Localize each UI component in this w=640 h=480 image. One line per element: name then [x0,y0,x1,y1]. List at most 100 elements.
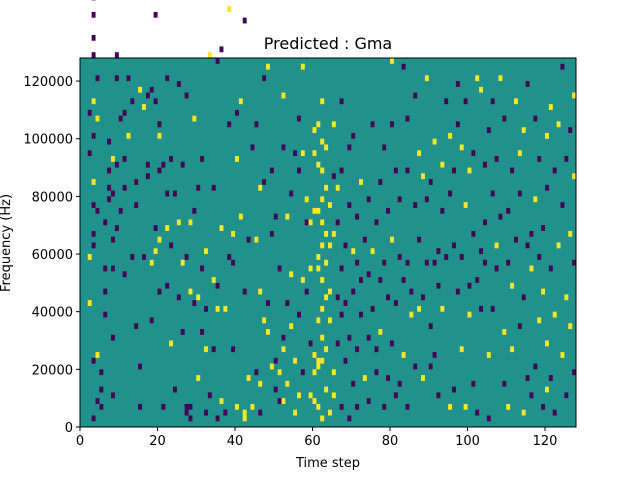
heatmap-cell [409,311,414,318]
heatmap-cell [417,236,422,243]
heatmap-cell [126,75,131,82]
heatmap-cell [355,213,360,220]
heatmap-cell [448,190,453,197]
heatmap-cell [165,75,170,82]
heatmap-cell [417,305,422,312]
heatmap-cell [188,219,193,226]
heatmap-cell [157,121,162,128]
heatmap-cell [91,11,96,18]
heatmap-cell [382,403,387,410]
heatmap-cell [397,254,402,260]
heatmap-cell [312,127,317,134]
heatmap-cell [91,52,96,59]
heatmap-cell [351,132,356,139]
heatmap-cell [87,254,92,260]
heatmap-cell [188,403,193,410]
heatmap-cell [289,271,294,278]
heatmap-cell [87,109,92,116]
heatmap-cell [537,317,542,324]
heatmap-cell [204,248,208,255]
heatmap-cell [99,403,104,410]
heatmap-cell [421,294,425,301]
heatmap-cell [521,409,526,416]
heatmap-cell [215,282,220,289]
heatmap-cell [320,415,325,422]
heatmap-cell [355,346,360,353]
heatmap-cell [548,265,553,272]
heatmap-cell [568,127,573,134]
heatmap-cell [173,190,177,197]
heatmap-cell [401,277,406,283]
heatmap-cell [231,346,236,353]
heatmap-cell [324,184,329,191]
heatmap-cell [114,75,119,82]
heatmap-cell [428,179,433,185]
heatmap-cell [545,184,549,191]
heatmap-cell [281,398,286,404]
heatmap-cell [103,265,108,272]
heatmap-cell [479,248,484,255]
heatmap-cell [390,340,394,347]
heatmap-cell [378,277,383,283]
heatmap-cell [521,294,526,301]
heatmap-cell [320,242,325,249]
heatmap-cell [138,403,143,410]
heatmap-cell [401,63,406,70]
heatmap-cell [405,403,410,410]
heatmap-cell [204,346,208,353]
heatmap-cell [366,398,371,404]
heatmap-cell [347,144,352,151]
heatmap-cell [130,254,135,260]
heatmap-cell [316,265,321,272]
heatmap-cell [448,403,453,410]
heatmap-cell [285,300,290,306]
heatmap-cell [114,225,119,232]
heatmap-cell [525,81,530,87]
heatmap-cell [118,115,123,122]
heatmap-cell [134,202,139,208]
heatmap-cell [95,115,100,122]
heatmap-cell [324,144,329,151]
heatmap-cell [393,300,398,306]
heatmap-cell [475,277,480,283]
heatmap-cell [246,375,251,381]
heatmap-cell [541,403,546,410]
heatmap-cell [145,92,150,99]
heatmap-cell [432,352,437,358]
heatmap-cell [223,409,228,416]
heatmap-cell [444,98,449,105]
heatmap-cell [184,254,189,260]
heatmap-cell [277,369,282,376]
heatmap-cell [343,242,348,249]
heatmap-cell [541,288,546,295]
heatmap-cell [273,213,278,220]
heatmap-cell [111,236,115,243]
heatmap-cell [455,121,460,128]
heatmap-cell [196,294,201,301]
heatmap-cell [235,156,239,162]
heatmap-cell [211,184,216,191]
heatmap-cell [91,230,96,237]
heatmap-cell [149,86,154,93]
heatmap-cell [564,156,569,162]
heatmap-cell [517,323,522,330]
heatmap-cell [204,305,208,312]
heatmap-cell [324,259,329,266]
x-tick-label: 60 [304,434,321,449]
heatmap-cell [393,167,398,174]
plot-frame [79,57,577,428]
heatmap-cell [308,219,313,226]
heatmap-cell [250,144,255,151]
heatmap-cell [316,317,321,324]
heatmap-cell [490,305,495,312]
heatmap-cell [545,340,549,347]
heatmap-cell [169,340,174,347]
heatmap-cell [463,98,468,105]
heatmap-cell [176,81,181,87]
heatmap-cell [331,173,336,180]
heatmap-cell [297,167,301,174]
heatmap-cell [277,265,282,272]
heatmap-cell [204,409,208,416]
heatmap-cell [91,202,96,208]
heatmap-cell [130,98,135,105]
